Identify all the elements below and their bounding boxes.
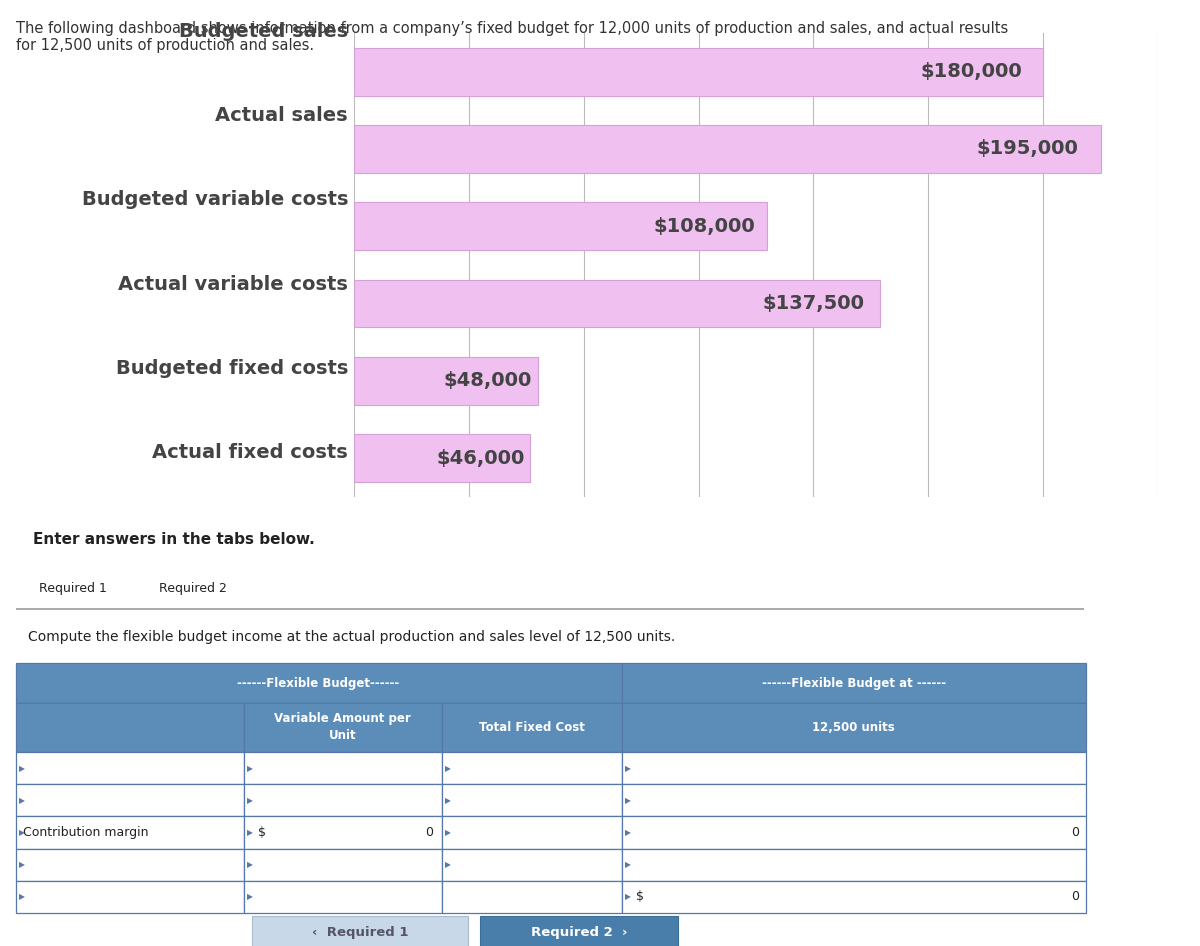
Text: Budgeted variable costs: Budgeted variable costs (82, 190, 348, 209)
Text: ▶: ▶ (445, 796, 451, 805)
Text: $195,000: $195,000 (977, 139, 1078, 159)
Text: Enter answers in the tabs below.: Enter answers in the tabs below. (32, 532, 314, 547)
Text: ▶: ▶ (247, 892, 253, 902)
Text: $48,000: $48,000 (444, 371, 533, 391)
Text: Actual variable costs: Actual variable costs (118, 274, 348, 293)
Text: Variable Amount per
Unit: Variable Amount per Unit (275, 712, 410, 743)
Text: Total Fixed Cost: Total Fixed Cost (479, 721, 584, 734)
Bar (354, 48, 1043, 96)
Text: $108,000: $108,000 (653, 217, 755, 236)
Text: Required 2  ›: Required 2 › (530, 926, 628, 938)
Text: Required 2: Required 2 (160, 582, 227, 595)
Bar (354, 125, 1100, 173)
Text: The following dashboard shows information from a company’s fixed budget for 12,0: The following dashboard shows informatio… (16, 21, 1008, 53)
Text: $: $ (636, 890, 644, 903)
Text: ‹  Required 1: ‹ Required 1 (312, 926, 408, 938)
Text: ▶: ▶ (247, 860, 253, 869)
Text: Actual sales: Actual sales (215, 106, 348, 125)
Text: ▶: ▶ (625, 892, 631, 902)
Bar (354, 357, 538, 405)
Text: 0: 0 (1070, 826, 1079, 839)
Text: ▶: ▶ (445, 763, 451, 773)
Text: ▶: ▶ (19, 892, 25, 902)
Text: ▶: ▶ (19, 828, 25, 837)
Text: Compute the flexible budget income at the actual production and sales level of 1: Compute the flexible budget income at th… (29, 630, 676, 643)
Text: Budgeted fixed costs: Budgeted fixed costs (115, 359, 348, 377)
Text: ------Flexible Budget------: ------Flexible Budget------ (238, 676, 400, 690)
Text: ------Flexible Budget at ------: ------Flexible Budget at ------ (762, 676, 946, 690)
Text: Contribution margin: Contribution margin (23, 826, 149, 839)
Text: ▶: ▶ (625, 860, 631, 869)
Text: $: $ (258, 826, 266, 839)
Text: ▶: ▶ (445, 860, 451, 869)
Text: $46,000: $46,000 (437, 448, 524, 467)
Text: Required 1: Required 1 (38, 582, 107, 595)
Text: $137,500: $137,500 (763, 294, 865, 313)
Text: 0: 0 (425, 826, 433, 839)
Text: ▶: ▶ (247, 796, 253, 805)
Text: ▶: ▶ (19, 796, 25, 805)
Text: 0: 0 (1070, 890, 1079, 903)
Text: $180,000: $180,000 (920, 62, 1022, 81)
Text: ▶: ▶ (625, 828, 631, 837)
Text: ▶: ▶ (625, 763, 631, 773)
Text: 12,500 units: 12,500 units (812, 721, 895, 734)
Bar (354, 280, 881, 327)
Text: ▶: ▶ (247, 828, 253, 837)
Bar (354, 434, 530, 482)
Text: ▶: ▶ (19, 763, 25, 773)
Text: Budgeted sales: Budgeted sales (179, 22, 348, 41)
Text: ▶: ▶ (19, 860, 25, 869)
Text: ▶: ▶ (445, 828, 451, 837)
Text: Actual fixed costs: Actual fixed costs (152, 443, 348, 462)
Text: ▶: ▶ (247, 763, 253, 773)
Text: ▶: ▶ (625, 796, 631, 805)
Bar (354, 202, 768, 250)
